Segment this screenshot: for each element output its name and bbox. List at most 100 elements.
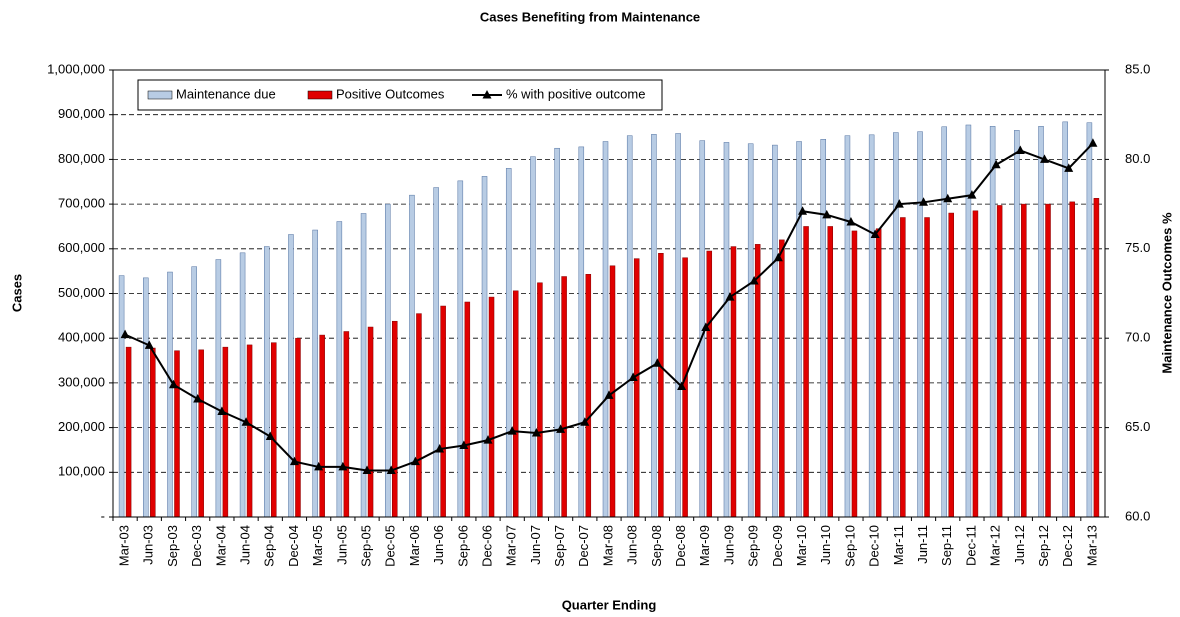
y-tick-label: 200,000 bbox=[58, 419, 105, 434]
x-tick-label: Sep-11 bbox=[939, 525, 954, 566]
bar bbox=[965, 124, 972, 518]
bar bbox=[893, 132, 899, 518]
x-tick-label: Jun-06 bbox=[431, 525, 446, 565]
line-marker bbox=[604, 390, 614, 399]
bar bbox=[779, 239, 785, 518]
bar bbox=[264, 246, 270, 518]
line-marker bbox=[338, 461, 348, 471]
x-tick-label: Dec-05 bbox=[383, 525, 398, 567]
legend bbox=[137, 79, 663, 111]
bar bbox=[796, 141, 802, 518]
x-tick-label: Dec-07 bbox=[576, 525, 591, 567]
legend-label: % with positive outcome bbox=[506, 86, 645, 101]
bar bbox=[174, 350, 180, 518]
line-marker bbox=[483, 435, 493, 444]
line-marker bbox=[749, 275, 759, 285]
bar bbox=[1014, 130, 1020, 518]
y2-axis-title: Maintenance Outcomes % bbox=[1159, 212, 1174, 374]
bar bbox=[191, 266, 197, 518]
bar bbox=[585, 274, 592, 518]
x-tick-label: Mar-05 bbox=[310, 525, 325, 566]
bar bbox=[633, 258, 640, 518]
bar bbox=[312, 229, 318, 518]
bar bbox=[288, 234, 294, 518]
bar bbox=[319, 334, 325, 518]
bar bbox=[1021, 203, 1027, 518]
x-tick-label: Jun-04 bbox=[238, 525, 253, 565]
bar bbox=[505, 168, 512, 518]
bar bbox=[772, 144, 778, 518]
x-tick-label: Mar-06 bbox=[407, 525, 422, 566]
x-tick-label: Sep-04 bbox=[262, 525, 277, 567]
bar bbox=[215, 259, 222, 518]
bar bbox=[440, 305, 446, 518]
bar bbox=[1086, 122, 1093, 518]
line-marker bbox=[193, 393, 203, 403]
y-tick-label: 1,000,000 bbox=[47, 61, 105, 76]
line-marker bbox=[362, 465, 372, 475]
bar bbox=[512, 290, 519, 518]
x-tick-label: Sep-03 bbox=[165, 525, 180, 567]
bar bbox=[723, 142, 730, 518]
line-marker bbox=[773, 252, 783, 262]
line-marker bbox=[580, 417, 590, 426]
line-marker bbox=[289, 456, 299, 466]
bar bbox=[416, 313, 422, 518]
x-tick-label: Mar-08 bbox=[600, 525, 615, 566]
bar bbox=[167, 271, 173, 518]
bar bbox=[900, 217, 906, 518]
line-marker bbox=[991, 159, 1001, 169]
bar bbox=[706, 250, 713, 518]
bar bbox=[409, 194, 415, 518]
x-tick-label: Sep-12 bbox=[1036, 525, 1051, 567]
bar bbox=[651, 134, 657, 518]
bar bbox=[271, 342, 277, 518]
y-tick-label: 700,000 bbox=[58, 196, 105, 211]
x-tick-label: Jun-11 bbox=[915, 525, 930, 564]
bar bbox=[336, 221, 343, 518]
x-tick-label: Dec-04 bbox=[286, 525, 301, 567]
legend-swatch bbox=[147, 90, 173, 100]
y-tick-label: 900,000 bbox=[58, 106, 105, 121]
y2-tick-label: 85.0 bbox=[1125, 61, 1150, 76]
bar bbox=[1093, 198, 1100, 518]
line-marker bbox=[628, 372, 638, 382]
bar bbox=[658, 253, 664, 518]
bar bbox=[488, 296, 495, 518]
bar bbox=[917, 131, 923, 518]
x-tick-label: Dec-06 bbox=[479, 525, 494, 567]
legend-swatch bbox=[482, 90, 492, 99]
bar bbox=[198, 349, 204, 518]
plot-frame bbox=[112, 69, 1106, 518]
line-marker bbox=[846, 216, 856, 226]
line-marker bbox=[1040, 154, 1050, 163]
y2-tick-label: 65.0 bbox=[1125, 419, 1150, 434]
line-marker bbox=[725, 292, 735, 301]
bar bbox=[222, 346, 229, 518]
y-tick-label: 800,000 bbox=[58, 151, 105, 166]
bar bbox=[457, 180, 464, 518]
line-marker bbox=[1064, 163, 1074, 172]
y-tick-label: 500,000 bbox=[58, 285, 105, 300]
x-tick-label: Jun-07 bbox=[528, 525, 543, 565]
x-tick-label: Mar-12 bbox=[988, 525, 1003, 566]
line-marker bbox=[701, 322, 711, 331]
line-marker bbox=[652, 358, 662, 367]
line-marker bbox=[507, 426, 517, 435]
y-tick-label: - bbox=[101, 508, 105, 523]
bar bbox=[868, 134, 875, 518]
line-marker bbox=[386, 465, 396, 475]
bar bbox=[941, 126, 947, 518]
bar bbox=[730, 246, 737, 518]
line-marker bbox=[241, 417, 251, 426]
x-tick-label: Dec-12 bbox=[1060, 525, 1075, 567]
bar bbox=[827, 226, 834, 518]
bar bbox=[1038, 126, 1044, 518]
line-marker bbox=[144, 340, 154, 349]
bar bbox=[295, 337, 301, 518]
x-tick-label: Jun-12 bbox=[1012, 525, 1027, 565]
bar bbox=[626, 135, 633, 518]
line-marker bbox=[967, 190, 977, 199]
